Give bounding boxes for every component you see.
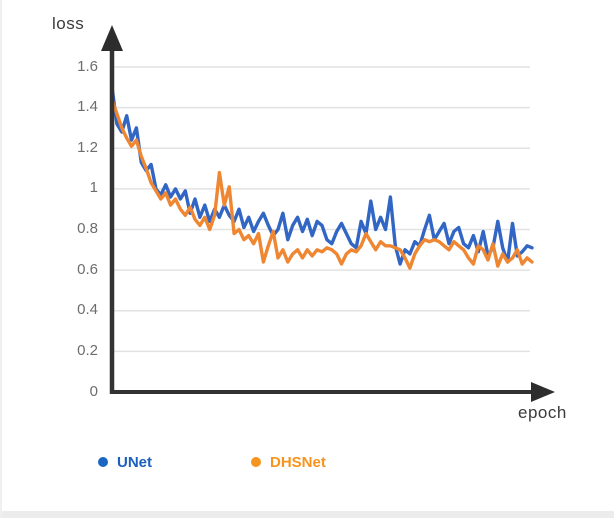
x-axis-arrow-icon xyxy=(531,382,555,402)
x-axis xyxy=(110,382,555,402)
figure-bottom-edge xyxy=(2,511,614,518)
unet-legend-dot-icon xyxy=(98,457,108,467)
dhsnet-legend-label: DHSNet xyxy=(270,453,326,471)
y-tick-0-2: 0.2 xyxy=(77,342,98,359)
y-tick-1-6: 1.6 xyxy=(77,58,98,75)
y-axis-title: loss xyxy=(52,14,85,33)
legend: UNet DHSNet xyxy=(2,452,614,476)
y-tick-0: 0 xyxy=(89,383,98,400)
legend-item-unet: UNet xyxy=(98,452,152,472)
y-tick-1: 1 xyxy=(89,179,98,196)
y-axis xyxy=(101,25,123,394)
gridlines xyxy=(112,66,530,353)
y-tick-0-4: 0.4 xyxy=(77,301,98,318)
dhsnet-legend-dot-icon xyxy=(251,457,261,467)
y-axis-arrow-icon xyxy=(101,25,123,51)
unet-loss-line xyxy=(110,85,534,266)
series-lines xyxy=(110,85,534,270)
y-tick-1-4: 1.4 xyxy=(77,98,98,115)
dhsnet-loss-line xyxy=(110,97,534,270)
unet-legend-label: UNet xyxy=(117,453,153,471)
y-tick-0-8: 0.8 xyxy=(77,220,98,237)
y-tick-0-6: 0.6 xyxy=(77,261,98,278)
y-tick-1-2: 1.2 xyxy=(77,139,98,156)
legend-item-dhsnet: DHSNet xyxy=(251,452,326,472)
x-axis-title: epoch xyxy=(518,403,567,422)
